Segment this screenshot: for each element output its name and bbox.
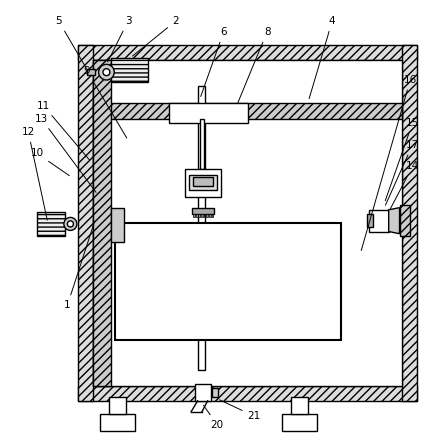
Text: 2: 2 (132, 16, 179, 56)
Bar (204, 214, 206, 217)
Text: 13: 13 (35, 114, 96, 192)
Bar (111, 58, 148, 82)
Text: 12: 12 (22, 127, 47, 220)
Bar (369, 210, 389, 232)
Text: 21: 21 (220, 400, 260, 421)
Bar (211, 214, 213, 217)
Circle shape (67, 221, 74, 227)
Text: 9: 9 (84, 66, 127, 138)
Bar (206, 214, 208, 217)
Bar (100, 414, 135, 431)
Bar (209, 214, 210, 217)
Bar (195, 384, 210, 401)
Bar (402, 45, 417, 401)
Text: 20: 20 (203, 406, 224, 430)
Text: 5: 5 (55, 16, 88, 71)
Bar (87, 69, 95, 75)
Text: 1: 1 (64, 221, 95, 310)
Bar (78, 45, 417, 60)
Text: 3: 3 (108, 16, 132, 62)
Bar (198, 86, 206, 371)
Text: 16: 16 (361, 75, 417, 250)
Text: 4: 4 (309, 16, 335, 99)
Bar (200, 118, 204, 169)
Text: 8: 8 (238, 27, 270, 103)
Bar (169, 104, 248, 123)
Bar (400, 205, 410, 236)
Text: 11: 11 (37, 101, 89, 160)
Circle shape (99, 64, 114, 80)
Bar (93, 60, 402, 386)
Circle shape (64, 218, 77, 230)
Bar (291, 396, 308, 414)
Bar (193, 214, 195, 217)
Text: 6: 6 (201, 27, 227, 97)
Bar (196, 214, 198, 217)
Bar (367, 214, 373, 227)
Bar (282, 414, 317, 431)
Bar (192, 208, 214, 214)
Bar (189, 175, 217, 190)
Bar (198, 214, 200, 217)
Bar (201, 214, 203, 217)
Circle shape (103, 69, 110, 76)
Bar (78, 386, 417, 401)
Bar (109, 396, 126, 414)
Text: 10: 10 (31, 149, 70, 176)
Bar (212, 388, 218, 396)
Text: 15: 15 (385, 118, 419, 201)
Bar (93, 104, 402, 118)
Bar (93, 60, 111, 386)
Text: 14: 14 (390, 161, 419, 209)
Polygon shape (389, 208, 400, 234)
Bar (193, 177, 213, 186)
Text: 17: 17 (385, 140, 419, 205)
Bar (185, 169, 222, 197)
Bar (78, 45, 93, 401)
Bar (115, 223, 341, 340)
Bar (37, 212, 65, 236)
Bar (111, 208, 124, 243)
